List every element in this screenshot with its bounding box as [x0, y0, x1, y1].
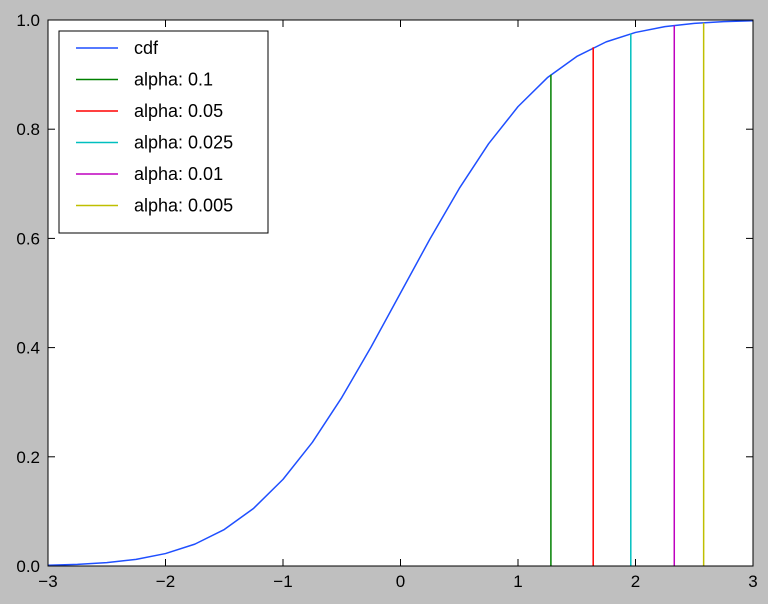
- x-tick-label: −1: [273, 572, 292, 591]
- legend: cdf alpha: 0.1 alpha: 0.05 alpha: 0.025 alph…: [58, 30, 269, 234]
- x-tick-label: 1: [513, 572, 522, 591]
- series-line-cdf: [47, 19, 754, 567]
- legend-label: alpha: 0.01: [134, 164, 223, 184]
- legend-label: alpha: 0.05: [134, 101, 223, 121]
- y-tick-label: 0.8: [16, 120, 40, 139]
- x-tick-label: −3: [38, 572, 57, 591]
- data-lines: [47, 19, 754, 567]
- y-tick-label: 0.4: [16, 339, 40, 358]
- legend-label: cdf: [134, 38, 159, 58]
- y-tick-label: 0.2: [16, 448, 40, 467]
- legend-label: alpha: 0.005: [134, 196, 233, 216]
- x-tick-label: −2: [156, 572, 175, 591]
- legend-box: [58, 30, 269, 234]
- legend-label: alpha: 0.025: [134, 133, 233, 153]
- x-tick-label: 0: [396, 572, 405, 591]
- plot-frame: [47, 19, 754, 567]
- x-tick-label: 3: [748, 572, 757, 591]
- x-tick-label: 2: [631, 572, 640, 591]
- y-tick-label: 1.0: [16, 11, 40, 30]
- legend-label: alpha: 0.1: [134, 70, 213, 90]
- y-tick-label: 0.0: [16, 557, 40, 576]
- y-tick-label: 0.6: [16, 229, 40, 248]
